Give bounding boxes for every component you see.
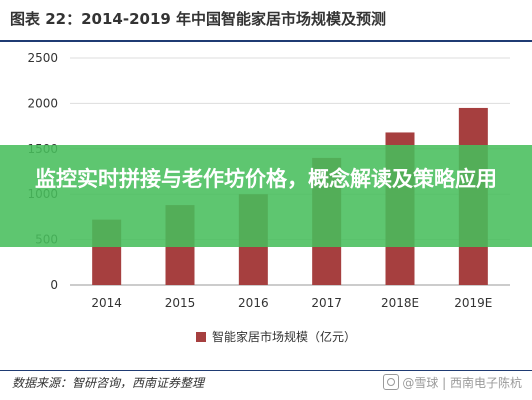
- watermark: @雪球 | 西南电子陈杭: [383, 374, 522, 391]
- chart-title: 图表 22：2014-2019 年中国智能家居市场规模及预测: [10, 10, 387, 28]
- title-bar: 图表 22：2014-2019 年中国智能家居市场规模及预测: [0, 0, 532, 38]
- footer-divider: [0, 370, 532, 371]
- x-axis-ticks: 2014 2015 2016 2017 2018E 2019E: [91, 296, 492, 310]
- legend-label: 智能家居市场规模（亿元）: [212, 329, 356, 344]
- overlay-banner: 监控实时拼接与老作坊价格，概念解读及策略应用: [0, 145, 532, 247]
- x-tick-label: 2017: [311, 296, 342, 310]
- x-tick-label: 2014: [91, 296, 122, 310]
- legend: 智能家居市场规模（亿元）: [196, 329, 356, 344]
- camera-icon: [383, 374, 400, 390]
- watermark-text: @雪球 | 西南电子陈杭: [402, 376, 522, 390]
- source-note: 数据来源：智研咨询，西南证券整理: [12, 376, 205, 390]
- x-tick-label: 2018E: [381, 296, 419, 310]
- x-tick-label: 2019E: [454, 296, 492, 310]
- title-divider: [0, 40, 532, 42]
- overlay-banner-text: 监控实时拼接与老作坊价格，概念解读及策略应用: [35, 167, 497, 191]
- y-tick-label: 0: [50, 278, 58, 292]
- y-tick-label: 2000: [27, 96, 58, 110]
- x-tick-label: 2015: [165, 296, 196, 310]
- x-tick-label: 2016: [238, 296, 269, 310]
- legend-swatch: [196, 332, 206, 342]
- y-tick-label: 2500: [27, 51, 58, 65]
